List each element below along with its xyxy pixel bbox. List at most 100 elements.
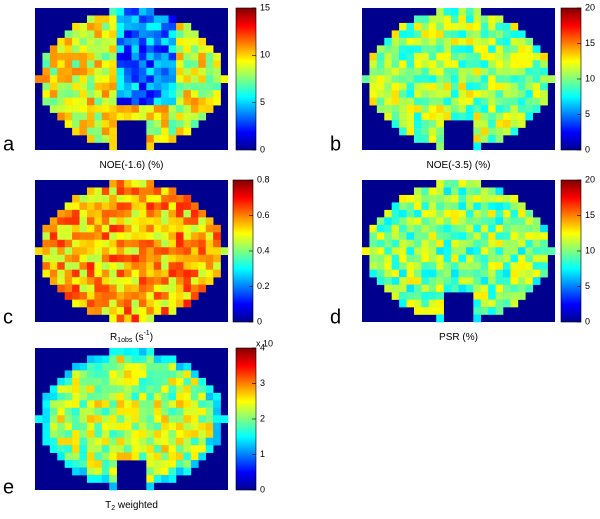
heatmap-cell	[517, 284, 526, 293]
heatmap-cell	[495, 97, 504, 106]
heatmap-cell	[495, 112, 504, 121]
heatmap-cell	[183, 262, 192, 270]
heatmap-cell	[473, 277, 482, 285]
heatmap-cell	[138, 224, 147, 233]
heatmap-cell	[131, 377, 140, 386]
heatmap-cell	[176, 105, 184, 113]
heatmap-cell	[473, 269, 482, 278]
heatmap-cell	[480, 90, 489, 98]
heatmap-cell	[465, 45, 474, 54]
heatmap-cell	[64, 202, 73, 211]
heatmap-cell	[451, 37, 459, 46]
heatmap-cell	[183, 239, 192, 248]
heatmap-cell	[517, 224, 526, 233]
heatmap-cell	[146, 460, 155, 468]
heatmap-cell	[168, 135, 177, 143]
heatmap-cell	[369, 82, 378, 91]
heatmap-cell	[413, 292, 422, 300]
heatmap-cell	[213, 262, 221, 270]
heatmap-cell	[101, 262, 110, 270]
heatmap-cell	[94, 355, 103, 364]
heatmap-cell	[198, 52, 207, 61]
heatmap-cell	[176, 37, 184, 46]
heatmap-cell	[138, 415, 147, 424]
heatmap-cell	[391, 112, 400, 121]
heatmap-cell	[146, 400, 155, 409]
heatmap-cell	[176, 45, 184, 54]
heatmap-cell	[153, 127, 162, 136]
heatmap-cell	[124, 299, 132, 308]
heatmap-cell	[451, 232, 459, 241]
heatmap-cell	[146, 52, 155, 61]
heatmap-cell	[540, 254, 548, 263]
heatmap-cell	[124, 445, 132, 453]
heatmap-cell	[488, 30, 496, 39]
heatmap-cell	[391, 45, 400, 54]
heatmap-cell	[384, 37, 392, 46]
heatmap-cell	[488, 112, 496, 121]
heatmap-cell	[495, 82, 504, 91]
heatmap-cell	[198, 90, 207, 98]
heatmap-cell	[488, 209, 496, 218]
heatmap-cell	[458, 180, 467, 188]
heatmap-cell	[161, 284, 169, 293]
heatmap-cell	[49, 45, 58, 54]
heatmap-cell	[131, 422, 140, 431]
heatmap-cell	[161, 239, 169, 248]
heatmap-cell	[168, 22, 177, 31]
heatmap-cell	[109, 392, 117, 401]
heatmap-cell	[79, 217, 88, 226]
heatmap-cell	[153, 284, 162, 293]
heatmap-cell	[443, 75, 452, 84]
heatmap-cell	[451, 194, 459, 203]
heatmap-cell	[183, 430, 192, 438]
heatmap-cell	[64, 232, 73, 241]
heatmap-cell	[116, 452, 125, 461]
heatmap-cell	[109, 284, 117, 293]
heatmap-cell	[488, 105, 496, 113]
heatmap-cell	[49, 217, 58, 226]
heatmap-cell	[510, 202, 519, 211]
heatmap-cell	[124, 400, 132, 409]
heatmap-cell	[72, 385, 80, 394]
heatmap-cell	[198, 262, 207, 270]
heatmap-cell	[517, 52, 526, 61]
heatmap-cell	[146, 370, 155, 379]
heatmap-cell	[146, 430, 155, 438]
heatmap-cell	[116, 422, 125, 431]
heatmap-cell	[124, 254, 132, 263]
heatmap-cell	[384, 97, 392, 106]
heatmap-cell	[458, 194, 467, 203]
colorbar-tick-label: 5	[585, 109, 590, 119]
heatmap-cell	[451, 239, 459, 248]
heatmap-cell	[124, 37, 132, 46]
heatmap-cell	[161, 292, 169, 300]
heatmap-cell	[473, 120, 482, 128]
heatmap-cell	[488, 82, 496, 91]
heatmap-cell	[124, 437, 132, 446]
heatmap-cell	[153, 437, 162, 446]
heatmap-cell	[124, 422, 132, 431]
heatmap-cell	[116, 355, 125, 364]
heatmap-cell	[124, 8, 132, 16]
heatmap-cell	[183, 37, 192, 46]
heatmap-cell	[86, 217, 95, 226]
heatmap-cell	[146, 239, 155, 248]
heatmap-cell	[146, 135, 155, 143]
heatmap-cell	[153, 377, 162, 386]
heatmap-cell	[161, 269, 169, 278]
heatmap-cell	[190, 292, 199, 300]
heatmap-cell	[458, 239, 467, 248]
heatmap-cell	[205, 400, 214, 409]
heatmap-cell	[406, 105, 415, 113]
heatmap-cell	[473, 187, 482, 196]
heatmap-cell	[413, 67, 422, 76]
heatmap-cell	[153, 187, 162, 196]
heatmap-cell	[101, 135, 110, 143]
heatmap-cell	[72, 194, 80, 203]
heatmap-cell	[101, 202, 110, 211]
heatmap-cell	[183, 97, 192, 106]
heatmap-cell	[198, 277, 207, 285]
heatmap-cell	[138, 430, 147, 438]
heatmap-cell	[168, 262, 177, 270]
